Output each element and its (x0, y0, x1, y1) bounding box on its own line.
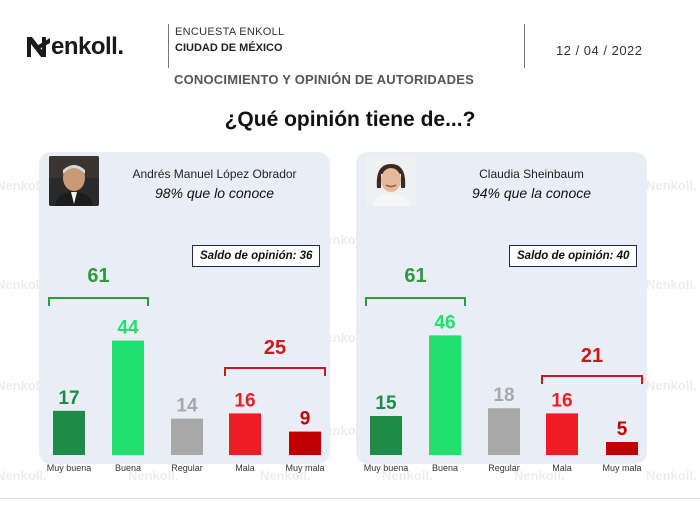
bar-3 (488, 408, 520, 455)
bar-value-label: 17 (58, 388, 79, 409)
bar-2 (112, 340, 144, 455)
header-divider-right (524, 24, 525, 68)
category-label: Mala (552, 463, 572, 473)
watermark-logo: Nenkoll. (128, 468, 179, 483)
person-name: Claudia Sheinbaum (479, 167, 584, 181)
positive-bracket (48, 297, 149, 306)
positive-total-label: 61 (404, 265, 426, 287)
enkoll-logo: enkoll. (24, 33, 124, 61)
saldo-opinion-badge: Saldo de opinión: 40 (509, 245, 638, 267)
amlo-photo (49, 156, 99, 206)
watermark-logo: Nenkoll. (260, 468, 311, 483)
bar-1 (370, 416, 402, 455)
person-photo-icon (366, 156, 416, 206)
bar-value-label: 9 (300, 409, 311, 430)
section-subtitle: CONOCIMIENTO Y OPINIÓN DE AUTORIDADES (174, 72, 474, 87)
watermark-logo: Nenkoll. (514, 468, 565, 483)
bar-value-label: 44 (117, 318, 139, 339)
bar-value-label: 18 (493, 385, 514, 406)
person-name: Andrés Manuel López Obrador (132, 167, 297, 181)
bar-4 (546, 413, 578, 455)
category-label: Regular (171, 463, 203, 473)
header-survey-block: ENCUESTA ENKOLL CIUDAD DE MÉXICO (175, 24, 284, 56)
enkoll-mark-icon (27, 37, 50, 57)
watermark-logo: Nenkoll. (646, 277, 697, 292)
bar-value-label: 16 (234, 390, 255, 411)
watermark-logo: Nenkoll. (382, 468, 433, 483)
sheinbaum-photo (366, 156, 416, 206)
panel-amlo: Andrés Manuel López Obrador 98% que lo c… (39, 152, 330, 464)
category-label: Muy buena (364, 463, 409, 473)
survey-date: 12 / 04 / 2022 (556, 43, 643, 58)
bar-1 (53, 410, 85, 455)
negative-bracket (541, 375, 643, 384)
saldo-opinion-badge: Saldo de opinión: 36 (192, 245, 321, 267)
category-label: Muy mala (285, 463, 324, 473)
category-label: Regular (488, 463, 520, 473)
header-divider-left (168, 24, 169, 68)
bar-value-label: 5 (617, 419, 628, 440)
person-photo-icon (49, 156, 99, 206)
watermark-logo: Nenkoll. (646, 468, 697, 483)
page-bottom-rule (0, 498, 700, 499)
watermark-logo: Nenkoll. (646, 378, 697, 393)
watermark-logo: Nenkoll. (0, 378, 47, 393)
bar-value-label: 14 (176, 396, 198, 417)
survey-name: ENCUESTA ENKOLL (175, 26, 285, 38)
watermark-logo: Nenkoll. (646, 178, 697, 193)
watermark-logo: Nenkoll. (0, 178, 47, 193)
category-label: Buena (432, 463, 458, 473)
bar-4 (229, 413, 261, 455)
bar-value-label: 46 (434, 312, 455, 333)
person-known: 94% que la conoce (471, 185, 592, 201)
negative-total-label: 21 (581, 345, 603, 367)
bar-3 (171, 418, 203, 455)
category-label: Mala (235, 463, 255, 473)
watermark-logo: Nenkoll. (0, 468, 47, 483)
bar-5 (289, 431, 321, 455)
category-label: Buena (115, 463, 141, 473)
bar-2 (429, 335, 461, 455)
negative-total-label: 25 (264, 337, 286, 359)
question-title: ¿Qué opinión tiene de...? (224, 108, 476, 131)
bar-value-label: 16 (551, 390, 572, 411)
person-known: 98% que lo conoce (154, 185, 275, 201)
logo-text: enkoll. (51, 33, 124, 60)
positive-bracket (365, 297, 466, 306)
bar-value-label: 15 (375, 393, 397, 414)
category-label: Muy mala (602, 463, 641, 473)
negative-bracket (224, 367, 326, 376)
bar-5 (606, 442, 638, 455)
watermark-logo: Nenkoll. (0, 277, 47, 292)
positive-total-label: 61 (87, 265, 109, 287)
category-label: Muy buena (47, 463, 92, 473)
survey-city: CIUDAD DE MÉXICO (175, 42, 283, 54)
